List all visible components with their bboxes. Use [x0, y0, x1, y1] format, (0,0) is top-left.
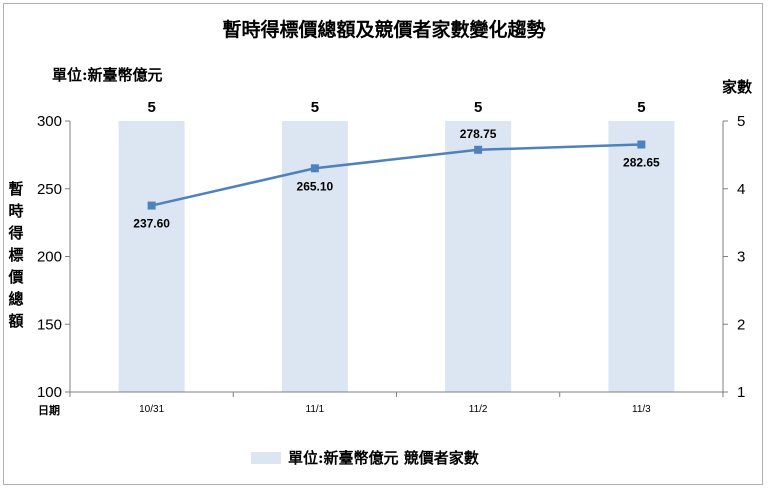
left-axis-label-char: 標	[8, 246, 23, 264]
line-point-11/3	[637, 140, 646, 149]
bar-series: 5 5 5 5	[118, 99, 675, 392]
line-point-label: 278.75	[460, 127, 497, 141]
left-axis-label-char: 總	[8, 290, 23, 308]
x-tick-label: 11/1	[306, 404, 325, 415]
left-axis-label-char: 額	[7, 312, 23, 330]
x-axis-label: 日期	[38, 403, 60, 417]
unit-label: 單位:新臺幣億元	[52, 66, 163, 84]
left-tick-label: 200	[37, 249, 62, 266]
x-tick-label: 11/2	[469, 404, 488, 415]
line-point-label: 265.10	[297, 179, 334, 193]
bar-11/2	[445, 121, 512, 392]
legend-swatch	[251, 452, 281, 464]
legend: 單位:新臺幣億元 競價者家數	[251, 449, 479, 467]
left-tick-label: 300	[37, 113, 62, 130]
legend-text: 單位:新臺幣億元 競價者家數	[288, 449, 479, 467]
left-axis-label: 暫時得標價總額	[7, 180, 24, 330]
bar-label: 5	[474, 99, 482, 116]
left-axis-label-char: 暫	[8, 180, 23, 198]
left-tick-label: 250	[37, 181, 62, 198]
right-tick-label: 3	[737, 249, 745, 266]
line-point-label: 282.65	[623, 156, 660, 170]
line-point-10/31	[147, 201, 156, 210]
bar-label: 5	[311, 99, 319, 116]
axes: 100 150 200 250 300 1 2 3 4 5 10/31 11/1 11/2 11/3	[37, 113, 745, 415]
left-tick-label: 100	[37, 384, 62, 401]
bar-11/1	[281, 121, 348, 392]
left-tick-label: 150	[37, 316, 62, 333]
bar-11/3	[608, 121, 675, 392]
line-path	[151, 143, 642, 207]
bar-10/31	[118, 121, 185, 392]
x-tick-label: 11/3	[632, 404, 651, 415]
chart-title: 暫時得標價總額及競價者家數變化趨勢	[222, 18, 545, 41]
line-series: 237.60 265.10 278.75 282.65	[133, 127, 660, 231]
right-tick-label: 4	[737, 181, 745, 198]
left-axis-label-char: 得	[7, 224, 23, 242]
bar-label: 5	[637, 99, 645, 116]
right-axis-label: 家數	[722, 78, 752, 96]
line-point-11/2	[474, 145, 483, 154]
x-tick-label: 10/31	[139, 404, 164, 415]
line-point-label: 237.60	[133, 217, 170, 231]
right-tick-label: 1	[737, 384, 745, 401]
right-tick-label: 2	[737, 316, 745, 333]
right-tick-label: 5	[737, 113, 745, 130]
left-axis-label-char: 價	[7, 268, 24, 286]
bar-label: 5	[147, 99, 155, 116]
line-point-11/1	[310, 164, 319, 173]
left-axis-label-char: 時	[8, 202, 23, 220]
